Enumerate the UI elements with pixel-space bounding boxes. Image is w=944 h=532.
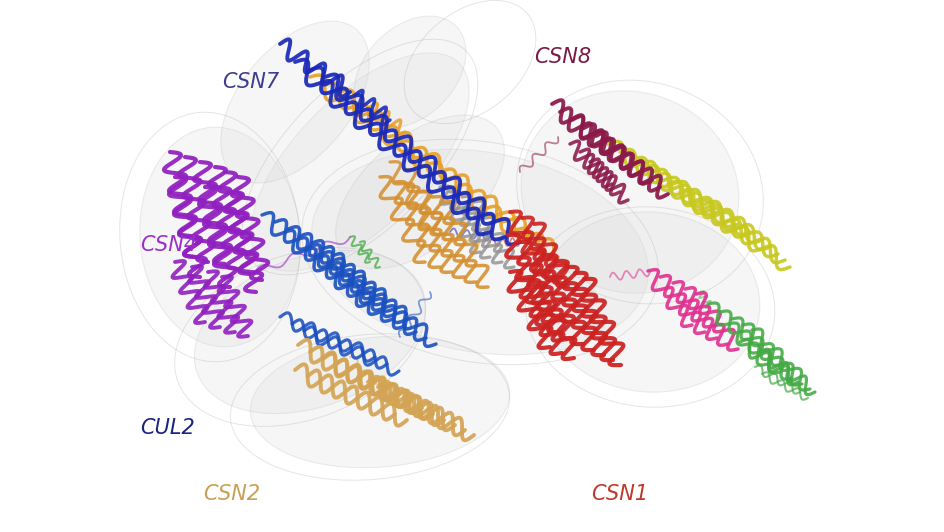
Ellipse shape xyxy=(354,16,465,128)
Ellipse shape xyxy=(140,127,300,347)
Ellipse shape xyxy=(335,115,504,269)
Ellipse shape xyxy=(250,336,509,468)
Ellipse shape xyxy=(250,53,468,271)
Ellipse shape xyxy=(540,212,759,392)
Text: CSN4: CSN4 xyxy=(140,235,196,255)
Ellipse shape xyxy=(194,251,425,413)
Text: CUL2: CUL2 xyxy=(140,418,194,438)
Ellipse shape xyxy=(221,21,369,183)
Ellipse shape xyxy=(312,149,648,355)
Ellipse shape xyxy=(520,91,738,293)
Text: CSN7: CSN7 xyxy=(222,72,278,93)
Text: CSN1: CSN1 xyxy=(590,484,647,504)
Text: CSN2: CSN2 xyxy=(203,484,260,504)
Text: CSN8: CSN8 xyxy=(533,47,590,68)
